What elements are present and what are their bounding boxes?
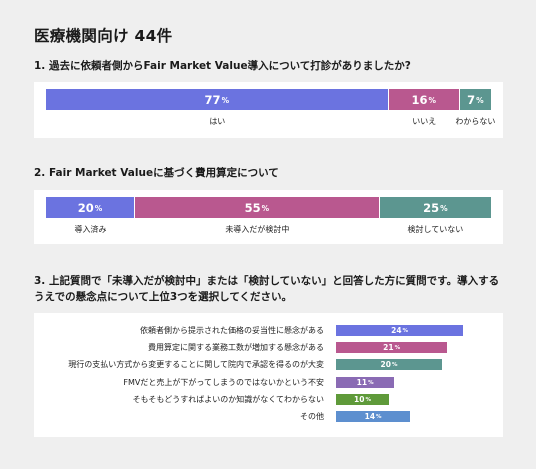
data-label: 20 <box>380 360 391 370</box>
percent-sign: % <box>368 379 374 386</box>
category-label: 未導入だが検討中 <box>225 225 290 234</box>
data-label: 25 <box>423 200 440 215</box>
category-label: 費用算定に関する業務工数が増加する懸念がある <box>148 343 324 353</box>
bar-segment-2: 55% <box>135 197 379 218</box>
data-label: 55 <box>244 200 261 215</box>
question-1-chart: 77% 16% 7% はい いいえ わからない <box>34 82 503 138</box>
percent-sign: % <box>376 414 382 420</box>
category-label: FMVだと売上が下がってしまうのではないかという不安 <box>123 377 324 387</box>
percent-sign: % <box>440 204 448 213</box>
data-label: 21 <box>383 343 394 353</box>
question-2-title: 2. Fair Market Valueに基づく費用算定について <box>34 167 279 179</box>
bar-row: FMVだと売上が下がってしまうのではないかという不安 11% <box>34 376 503 389</box>
question-3-title: 3. 上記質問で「未導入だが検討中」または「検討していない」と回答した方に質問で… <box>34 275 500 303</box>
category-label: その他 <box>300 412 324 421</box>
percent-sign: % <box>391 362 398 369</box>
bar-row: そもそもどうすればよいのか知識がなくてわからない 10% <box>34 393 503 406</box>
percent-sign: % <box>394 345 401 352</box>
question-1-stacked-bar: 77% 16% 7% <box>46 89 491 110</box>
percent-sign: % <box>402 328 409 334</box>
bar-segment-2: 16% <box>388 89 459 110</box>
data-label: 10 <box>354 394 365 404</box>
bar: 11% <box>336 376 395 388</box>
question-2-chart: 20% 55% 25% 導入済み 未導入だが検討中 検討していない <box>34 190 503 244</box>
page-title: 医療機関向け 44件 <box>34 27 173 45</box>
percent-sign: % <box>221 96 230 105</box>
category-label: わからない <box>455 117 496 126</box>
percent-sign: % <box>261 204 270 213</box>
bar: 10% <box>336 393 389 405</box>
data-label: 20 <box>77 200 94 215</box>
data-label: 16 <box>411 92 428 107</box>
data-label: 7 <box>467 92 476 107</box>
percent-sign: % <box>365 396 371 403</box>
percent-sign: % <box>476 96 484 105</box>
percent-sign: % <box>94 204 103 213</box>
data-label: 14 <box>364 412 376 421</box>
category-label: 検討していない <box>407 225 464 234</box>
bar-row: その他 14% <box>34 410 503 423</box>
bar-segment-1: 77% <box>46 89 388 110</box>
question-1-title: 1. 過去に依頼者側からFair Market Value導入について打診があり… <box>34 60 411 72</box>
bar-segment-3: 7% <box>459 89 491 110</box>
question-2-stacked-bar: 20% 55% 25% <box>46 197 491 218</box>
bar-row: 現行の支払い方式から変更することに関して院内で承認を得るのが大変 20% <box>34 358 503 371</box>
bar: 21% <box>336 342 448 354</box>
data-label: 77 <box>204 92 221 107</box>
bar-row: 費用算定に関する業務工数が増加する懸念がある 21% <box>34 341 503 354</box>
bar: 14% <box>336 411 411 422</box>
bar-segment-3: 25% <box>379 197 491 218</box>
bar-segment-1: 20% <box>46 197 134 218</box>
bar: 24% <box>336 325 464 336</box>
bar: 20% <box>336 359 442 371</box>
bar-row: 依頼者側から提示された価格の妥当性に懸念がある 24% <box>34 324 503 337</box>
category-label: いいえ <box>412 117 437 126</box>
data-label: 24 <box>391 326 402 335</box>
percent-sign: % <box>428 96 436 105</box>
category-label: 依頼者側から提示された価格の妥当性に懸念がある <box>140 326 324 335</box>
category-label: はい <box>209 117 226 126</box>
category-label: そもそもどうすればよいのか知識がなくてわからない <box>132 394 324 404</box>
question-3-chart: 依頼者側から提示された価格の妥当性に懸念がある 24% 費用算定に関する業務工数が増… <box>34 313 503 437</box>
category-label: 導入済み <box>74 225 107 234</box>
data-label: 11 <box>356 377 368 387</box>
category-label: 現行の支払い方式から変更することに関して院内で承認を得るのが大変 <box>68 360 324 370</box>
